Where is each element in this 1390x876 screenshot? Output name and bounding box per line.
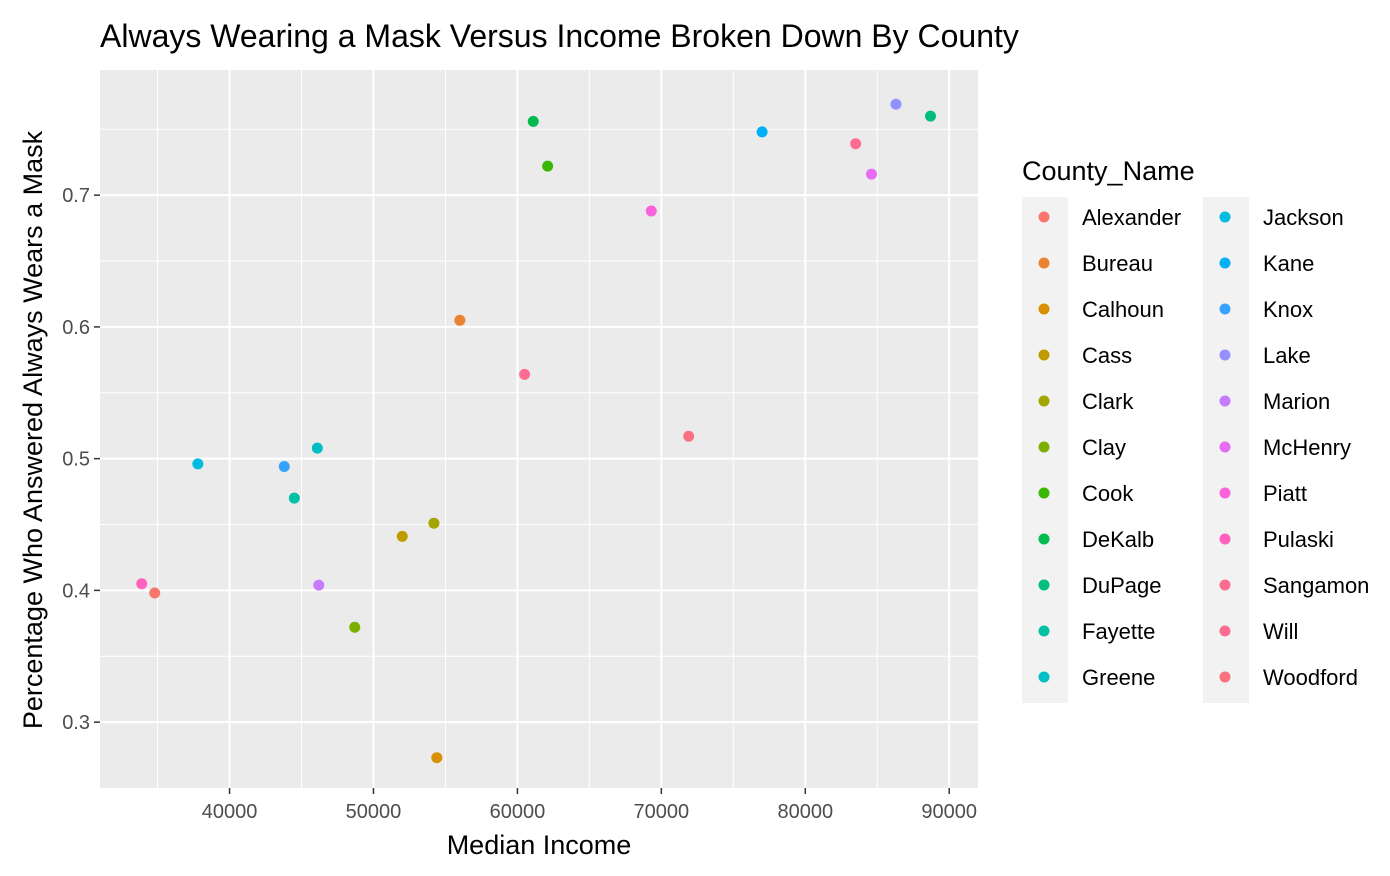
data-point-lake [890,98,902,110]
legend-label-lake: Lake [1263,343,1311,368]
data-point-cook [542,160,554,172]
legend-key-kane [1219,257,1231,269]
legend-label-fayette: Fayette [1082,619,1155,644]
legend-label-piatt: Piatt [1263,481,1307,506]
legend-key-piatt [1219,487,1231,499]
data-point-clark [428,517,440,529]
x-tick-label: 60000 [490,801,546,823]
legend-label-dupage: DuPage [1082,573,1162,598]
x-tick-label: 40000 [202,801,258,823]
data-point-sangamon [519,368,531,380]
data-point-clay [349,621,361,633]
legend-label-knox: Knox [1263,297,1313,322]
legend-key-alexander [1038,211,1050,223]
legend-key-cass [1038,349,1050,361]
grid-minor [100,70,978,788]
legend-key-pulaski [1219,533,1231,545]
data-point-kane [756,126,768,138]
data-point-mchenry [865,168,877,180]
y-tick-label: 0.4 [62,580,90,602]
data-point-bureau [454,314,466,326]
legend-label-will: Will [1263,619,1298,644]
legend: County_Name Alexander Bureau Calhoun Cass Cl… [1022,156,1369,703]
legend-key-clark [1038,395,1050,407]
data-point-pulaski [136,578,148,590]
legend-label-dekalb: DeKalb [1082,527,1154,552]
legend-key-calhoun [1038,303,1050,315]
data-point-woodford [683,430,695,442]
y-axis-title: Percentage Who Answered Always Wears a M… [18,130,48,729]
legend-label-clark: Clark [1082,389,1134,414]
data-point-greene [311,442,323,454]
x-tick-label: 90000 [921,801,977,823]
y-tick-label: 0.5 [62,449,90,471]
legend-label-sangamon: Sangamon [1263,573,1369,598]
data-point-knox [278,461,290,473]
data-points [136,98,937,764]
x-tick-label: 50000 [346,801,402,823]
legend-key-knox [1219,303,1231,315]
legend-key-marion [1219,395,1231,407]
legend-label-cook: Cook [1082,481,1134,506]
legend-key-will [1219,625,1231,637]
legend-label-clay: Clay [1082,435,1126,460]
y-axis: 0.3 0.4 0.5 0.6 0.7 [62,185,100,734]
legend-key-woodford [1219,671,1231,683]
data-point-alexander [149,587,161,599]
plot-panel [100,70,978,788]
legend-key-sangamon [1219,579,1231,591]
data-point-dekalb [527,115,539,127]
grid-major [100,70,978,788]
x-axis: 40000 50000 60000 70000 80000 90000 [202,788,977,823]
legend-label-pulaski: Pulaski [1263,527,1334,552]
legend-key-clay [1038,441,1050,453]
data-point-cass [396,530,408,542]
y-tick-label: 0.6 [62,317,90,339]
legend-key-jackson [1219,211,1231,223]
legend-label-mchenry: McHenry [1263,435,1351,460]
data-point-fayette [288,492,300,504]
data-point-dupage [925,110,937,122]
legend-key-dupage [1038,579,1050,591]
legend-key-fayette [1038,625,1050,637]
data-point-jackson [192,458,204,470]
legend-key-greene [1038,671,1050,683]
data-point-calhoun [431,752,443,764]
y-tick-label: 0.3 [62,712,90,734]
legend-label-bureau: Bureau [1082,251,1153,276]
y-tick-label: 0.7 [62,185,90,207]
legend-label-marion: Marion [1263,389,1330,414]
legend-key-mchenry [1219,441,1231,453]
legend-label-calhoun: Calhoun [1082,297,1164,322]
data-point-marion [313,579,325,591]
legend-label-woodford: Woodford [1263,665,1358,690]
legend-title: County_Name [1022,156,1195,186]
legend-label-kane: Kane [1263,251,1314,276]
legend-label-greene: Greene [1082,665,1155,690]
legend-key-cook [1038,487,1050,499]
legend-label-jackson: Jackson [1263,205,1344,230]
data-point-piatt [645,205,657,217]
data-point-will [850,138,862,150]
legend-key-dekalb [1038,533,1050,545]
legend-key-bureau [1038,257,1050,269]
chart-title: Always Wearing a Mask Versus Income Brok… [100,18,1019,54]
legend-label-alexander: Alexander [1082,205,1181,230]
x-axis-title: Median Income [447,830,632,860]
legend-items: Alexander Bureau Calhoun Cass Clark Clay Cook D… [1022,197,1369,703]
legend-label-cass: Cass [1082,343,1132,368]
x-tick-label: 80000 [777,801,833,823]
legend-key-lake [1219,349,1231,361]
x-tick-label: 70000 [634,801,690,823]
